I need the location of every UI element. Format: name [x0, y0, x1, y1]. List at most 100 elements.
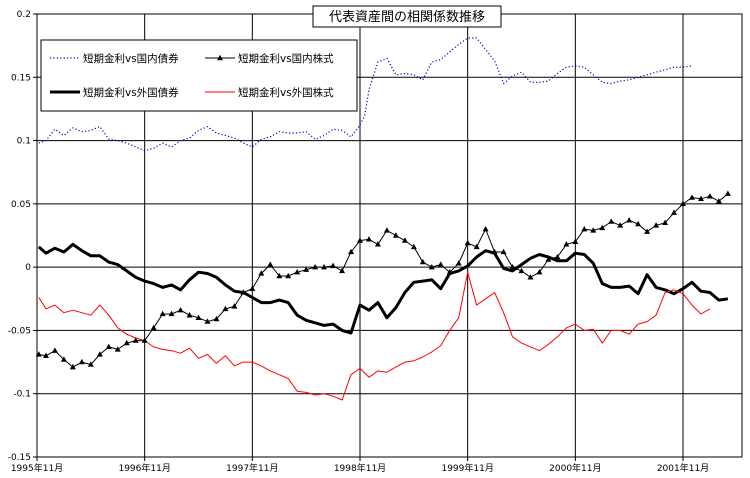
- y-tick-label: -0.1: [13, 390, 31, 400]
- data-point-triangle: [114, 346, 121, 352]
- data-point-triangle: [706, 193, 713, 199]
- data-point-triangle: [608, 218, 615, 224]
- data-point-triangle: [141, 337, 148, 343]
- data-point-triangle: [150, 324, 157, 331]
- x-tick-label: 2001年11月: [657, 462, 709, 474]
- data-point-triangle: [69, 363, 76, 370]
- y-tick-label: -0.15: [8, 453, 31, 463]
- data-point-triangle: [581, 225, 588, 232]
- data-point-triangle: [186, 312, 193, 318]
- series-line-1: [38, 37, 693, 152]
- data-point-triangle: [357, 237, 363, 243]
- y-tick-label: 0: [25, 263, 31, 273]
- y-tick-label: 0.05: [11, 200, 31, 210]
- data-point-triangle: [392, 232, 399, 238]
- data-point-triangle: [365, 236, 372, 242]
- data-point-triangle: [35, 351, 42, 357]
- series-markers: [35, 190, 731, 370]
- x-tick-label: 1998年11月: [334, 462, 386, 474]
- data-point-triangle: [159, 310, 166, 317]
- y-tick-label: 0.2: [17, 10, 31, 20]
- data-point-triangle: [697, 195, 704, 201]
- data-point-triangle: [572, 238, 579, 245]
- legend-label-4: 短期金利vs外国株式: [238, 86, 334, 99]
- data-point-triangle: [303, 266, 310, 272]
- data-point-triangle: [294, 269, 301, 275]
- x-tick-label: 1996年11月: [118, 462, 170, 474]
- data-point-triangle: [590, 227, 597, 233]
- legend-box: [40, 39, 358, 112]
- data-point-triangle: [545, 256, 552, 262]
- data-point-triangle: [473, 243, 480, 250]
- x-tick-label: 2000年11月: [549, 462, 601, 474]
- data-point-triangle: [617, 222, 624, 228]
- data-point-triangle: [455, 260, 462, 266]
- x-tick-label: 1997年11月: [226, 462, 278, 474]
- data-point-triangle: [51, 347, 58, 353]
- data-point-triangle: [78, 358, 85, 365]
- data-point-triangle: [348, 248, 355, 255]
- data-point-triangle: [563, 241, 570, 247]
- legend-label-1: 短期金利vs国内債券: [83, 52, 179, 65]
- x-axis-labels: 1995年11月 1996年11月 1997年11月 1998年11月 1999年11月…: [11, 462, 709, 474]
- data-point-triangle: [60, 356, 67, 362]
- data-point-triangle: [644, 228, 651, 234]
- data-point-triangle: [688, 194, 695, 200]
- data-point-triangle: [383, 227, 390, 233]
- data-point-triangle: [231, 303, 238, 309]
- data-point-triangle: [491, 248, 498, 255]
- data-point-triangle: [132, 337, 139, 343]
- data-point-triangle: [267, 261, 274, 267]
- data-point-triangle: [312, 263, 319, 270]
- data-point-triangle: [671, 209, 678, 215]
- legend-marker-triangle: [217, 54, 223, 61]
- legend-label-3: 短期金利vs外国債券: [83, 86, 179, 99]
- y-tick-label: -0.05: [8, 326, 31, 336]
- data-point-triangle: [339, 267, 346, 274]
- data-point-triangle: [177, 306, 184, 313]
- data-point-triangle: [527, 274, 534, 280]
- data-point-triangle: [330, 262, 337, 269]
- data-point-triangle: [123, 339, 130, 346]
- data-point-triangle: [635, 220, 642, 227]
- data-point-triangle: [554, 253, 561, 260]
- y-tick-label: 0.15: [11, 73, 31, 83]
- y-tick-label: 0.1: [17, 137, 31, 147]
- series-line-3: [37, 242, 729, 335]
- data-point-triangle: [518, 267, 525, 274]
- y-axis-labels: 0.2 0.15 0.1 0.05 0 -0.05 -0.1 -0.15: [8, 10, 32, 463]
- data-point-triangle: [96, 351, 103, 357]
- data-point-triangle: [321, 263, 328, 270]
- data-point-triangle: [87, 361, 94, 367]
- data-point-triangle: [410, 243, 417, 250]
- data-point-triangle: [509, 263, 516, 270]
- data-point-triangle: [240, 289, 247, 295]
- data-point-triangle: [536, 269, 543, 275]
- data-point-triangle: [285, 272, 292, 279]
- data-point-triangle: [213, 315, 220, 322]
- data-point-triangle: [715, 198, 722, 204]
- data-point-triangle: [446, 269, 453, 275]
- data-point-triangle: [105, 343, 112, 350]
- data-point-triangle: [724, 190, 731, 196]
- data-point-triangle: [464, 239, 471, 246]
- data-point-triangle: [258, 270, 265, 276]
- data-point-triangle: [428, 263, 435, 270]
- data-point-triangle: [680, 200, 686, 207]
- x-tick-label: 1995年11月: [11, 462, 63, 474]
- data-point-triangle: [482, 225, 489, 232]
- data-point-triangle: [401, 237, 408, 243]
- data-point-triangle: [419, 258, 426, 265]
- series-line-4: [38, 271, 711, 401]
- data-point-triangle: [249, 285, 256, 291]
- data-point-triangle: [222, 305, 229, 312]
- data-point-triangle: [204, 318, 211, 324]
- data-point-triangle: [42, 352, 49, 358]
- data-point-triangle: [374, 241, 381, 247]
- chart-title-box: 代表資産間の相関係数推移: [312, 5, 502, 28]
- data-point-triangle: [276, 272, 283, 279]
- data-point-triangle: [168, 310, 175, 317]
- data-point-triangle: [500, 248, 507, 255]
